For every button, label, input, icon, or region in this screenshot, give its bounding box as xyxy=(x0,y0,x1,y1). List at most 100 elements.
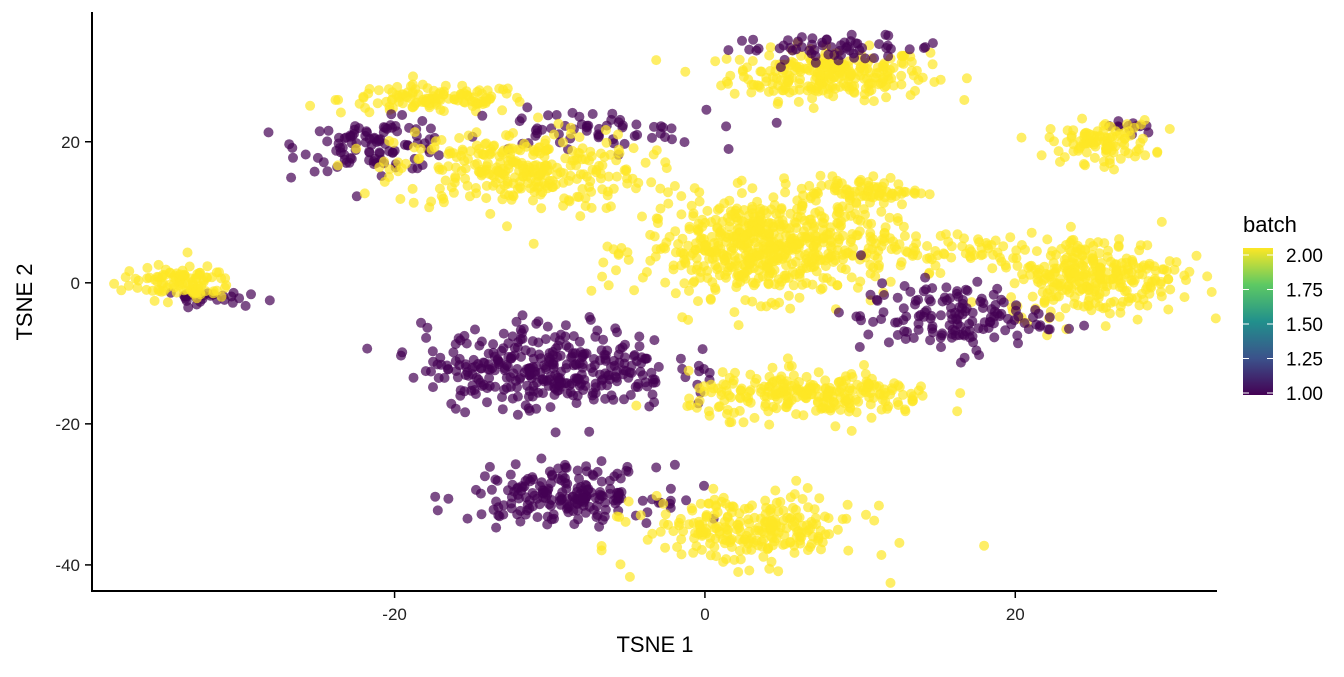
data-point xyxy=(481,161,492,172)
data-point xyxy=(623,254,634,265)
data-point xyxy=(532,512,543,523)
data-point xyxy=(772,99,783,109)
data-point xyxy=(885,276,896,287)
data-point xyxy=(417,79,428,90)
data-point xyxy=(606,390,617,401)
data-point xyxy=(967,316,978,327)
data-point xyxy=(596,476,607,487)
data-point xyxy=(833,55,844,66)
data-point xyxy=(1044,312,1055,323)
data-point xyxy=(733,567,744,577)
data-point xyxy=(768,192,779,203)
data-point xyxy=(1011,245,1022,256)
y-tick-label: -20 xyxy=(55,415,80,434)
data-point xyxy=(587,109,598,119)
data-point xyxy=(908,333,919,343)
data-point xyxy=(458,97,469,107)
data-point xyxy=(433,150,444,161)
data-point xyxy=(623,496,634,507)
data-point xyxy=(517,310,528,321)
data-point xyxy=(783,35,793,46)
data-point xyxy=(680,66,691,77)
data-point xyxy=(709,238,720,248)
data-point xyxy=(750,377,760,388)
data-point xyxy=(612,468,623,479)
data-point xyxy=(795,74,805,85)
data-point xyxy=(528,195,538,206)
data-point xyxy=(651,462,662,473)
data-point xyxy=(443,364,454,374)
data-point xyxy=(815,170,826,181)
data-point xyxy=(752,247,763,258)
data-point xyxy=(584,426,595,437)
data-point xyxy=(1104,142,1115,153)
data-point xyxy=(930,246,941,256)
data-point xyxy=(746,87,757,98)
data-point xyxy=(484,373,495,383)
data-point xyxy=(1036,150,1047,161)
data-point xyxy=(823,179,834,190)
data-point xyxy=(897,199,907,210)
data-point xyxy=(739,534,750,545)
data-point xyxy=(497,149,508,160)
data-point xyxy=(393,96,404,107)
data-point xyxy=(725,392,736,403)
data-point xyxy=(681,495,692,506)
data-point xyxy=(976,250,987,261)
data-point xyxy=(771,117,782,128)
data-point xyxy=(505,381,516,392)
data-point xyxy=(286,172,297,183)
data-point xyxy=(913,318,924,329)
data-point xyxy=(782,353,793,364)
data-point xyxy=(667,134,677,145)
data-point xyxy=(234,293,245,304)
data-point xyxy=(745,369,756,380)
data-point xyxy=(849,81,860,91)
data-point xyxy=(1010,305,1021,316)
data-point xyxy=(1080,245,1091,256)
data-point xyxy=(720,270,731,280)
data-point xyxy=(780,81,791,92)
data-point xyxy=(687,505,698,516)
data-point xyxy=(881,92,892,103)
data-point xyxy=(798,190,808,201)
data-point xyxy=(488,347,499,358)
data-point xyxy=(572,465,583,476)
data-point xyxy=(588,505,599,515)
data-point xyxy=(1019,318,1030,329)
data-point xyxy=(635,510,646,521)
data-point xyxy=(1065,221,1076,232)
data-point xyxy=(721,53,732,64)
data-point xyxy=(622,178,633,189)
data-point xyxy=(676,209,687,220)
data-point xyxy=(631,119,642,130)
data-point xyxy=(560,320,571,331)
data-point xyxy=(511,316,522,327)
data-point xyxy=(718,492,729,503)
data-point xyxy=(141,284,152,295)
data-point xyxy=(543,144,554,155)
data-point xyxy=(788,280,799,291)
data-point xyxy=(132,282,143,293)
data-point xyxy=(752,80,763,91)
data-point xyxy=(448,148,459,159)
data-point xyxy=(693,516,704,527)
data-point xyxy=(492,475,503,486)
data-point xyxy=(770,299,781,310)
data-point xyxy=(534,181,545,192)
data-point xyxy=(420,96,431,107)
data-point xyxy=(1044,324,1055,335)
data-point xyxy=(764,419,775,430)
data-point xyxy=(460,163,471,174)
data-point xyxy=(1072,300,1083,311)
data-point xyxy=(946,241,957,252)
data-point xyxy=(670,288,681,299)
data-point xyxy=(1005,232,1016,243)
data-point xyxy=(1013,338,1023,349)
data-point xyxy=(911,231,921,242)
data-point xyxy=(766,515,777,526)
data-point xyxy=(854,176,865,187)
data-point xyxy=(910,295,921,306)
data-point xyxy=(182,247,193,258)
data-point xyxy=(1163,274,1174,285)
